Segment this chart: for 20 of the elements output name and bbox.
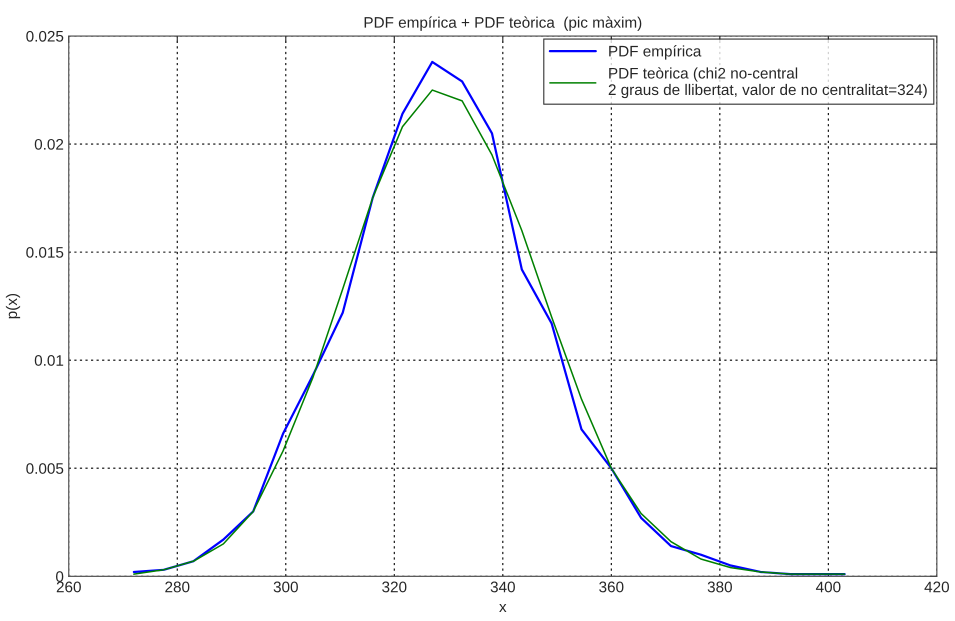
x-tick-label: 280	[165, 582, 190, 592]
y-tick-label: 0.02	[34, 138, 64, 150]
y-tick-label: 0.005	[26, 463, 64, 474]
legend-label: PDF teòrica (chi2 no-central 2 graus de llibertat, valor de no centralitat=324)	[608, 67, 927, 98]
x-tick-label: 380	[708, 582, 732, 592]
x-tick-label: 400	[816, 582, 840, 592]
y-axis-title: p(x)	[6, 294, 20, 318]
y-tick-label: 0.01	[34, 355, 64, 366]
x-tick-label: 260	[56, 582, 81, 592]
chart-title: PDF empírica + PDF teòrica (pic màxim)	[364, 16, 642, 31]
y-tick-label: 0	[56, 571, 64, 582]
x-tick-label: 320	[382, 582, 406, 592]
y-tick-label: 0.015	[26, 246, 64, 258]
x-axis-title: x	[499, 604, 506, 612]
legend-label: PDF empírica	[609, 45, 702, 60]
x-tick-label: 420	[924, 582, 950, 592]
x-tick-label: 340	[490, 582, 515, 592]
y-tick-label: 0.025	[26, 30, 64, 42]
x-tick-label: 360	[599, 582, 624, 592]
x-tick-label: 300	[274, 582, 298, 592]
